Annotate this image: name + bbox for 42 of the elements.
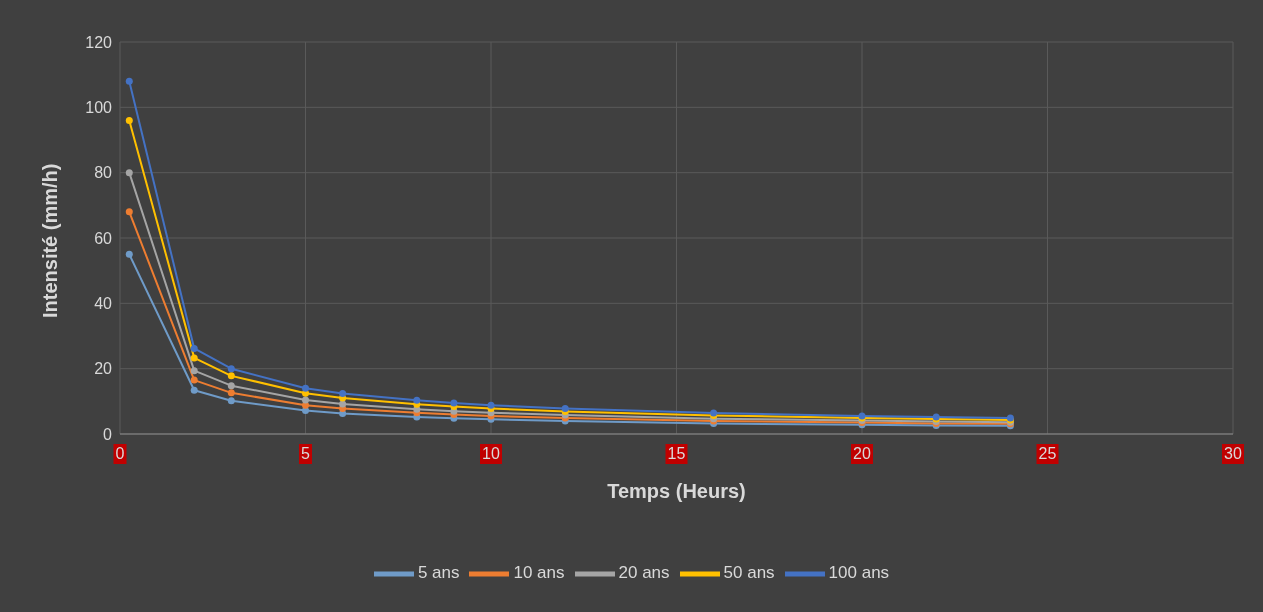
x-tick-label: 25 — [1038, 445, 1057, 462]
y-tick-label: 20 — [94, 360, 113, 378]
point — [190, 354, 198, 362]
legend-label: 10 ans — [513, 563, 565, 583]
point — [413, 396, 421, 404]
y-tick-label: 60 — [94, 229, 113, 247]
legend-label: 50 ans — [723, 563, 775, 583]
point — [450, 399, 458, 407]
point — [227, 372, 235, 380]
point — [190, 386, 198, 394]
point — [227, 389, 235, 397]
y-tick-label: 40 — [94, 295, 113, 313]
point — [190, 367, 198, 375]
point — [125, 116, 133, 124]
y-tick-label: 120 — [85, 33, 113, 51]
x-tick-label: 5 — [301, 445, 311, 462]
point — [190, 376, 198, 384]
x-axis-title: Temps (Heurs) — [607, 480, 746, 503]
legend-label: 20 ans — [618, 563, 670, 583]
point — [190, 344, 198, 352]
point — [227, 365, 235, 373]
point — [227, 382, 235, 390]
legend-label: 5 ans — [417, 563, 460, 583]
legend-label: 100 ans — [828, 563, 890, 583]
x-tick-label: 30 — [1224, 445, 1242, 462]
point — [302, 384, 309, 392]
x-tick-label: 0 — [115, 445, 125, 462]
x-tick-label: 15 — [667, 445, 686, 462]
x-tick-label: 10 — [482, 445, 500, 462]
point — [227, 397, 235, 405]
point — [125, 169, 133, 177]
y-tick-label: 100 — [85, 99, 113, 117]
x-tick-label: 20 — [853, 445, 871, 462]
point — [487, 401, 495, 409]
y-tick-label: 0 — [103, 425, 113, 443]
point — [339, 389, 347, 397]
y-axis-title: Intensité (mm/h) — [39, 163, 62, 318]
point — [125, 208, 133, 216]
y-tick-label: 80 — [94, 164, 113, 182]
point — [125, 77, 133, 85]
point — [125, 250, 133, 258]
point — [302, 396, 309, 404]
